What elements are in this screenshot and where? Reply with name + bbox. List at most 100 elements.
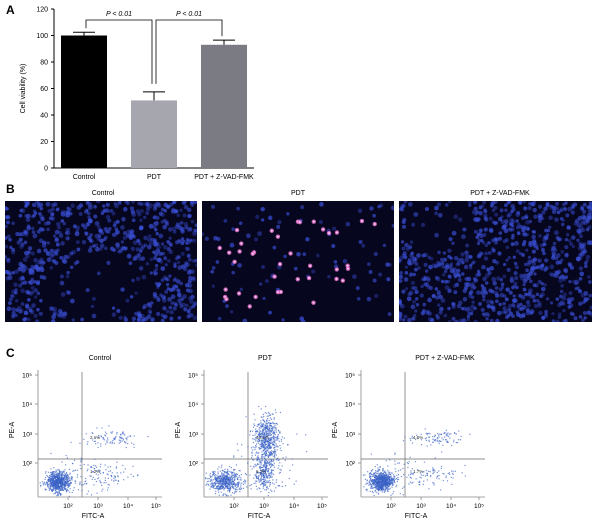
event-point [67,482,69,484]
nucleus-dot [494,286,499,290]
event-point [278,485,280,487]
event-point [382,483,384,485]
event-point [60,470,62,473]
event-point [285,456,287,458]
event-point [382,485,384,487]
event-point [273,460,275,462]
event-point [212,472,214,474]
nucleus-dot [458,217,463,222]
nucleus-dot [578,225,584,230]
nucleus-dot [454,319,459,322]
event-point [420,444,423,446]
nucleus-dot [130,209,136,215]
event-point [265,450,267,452]
event-point [274,442,276,444]
event-point [240,486,242,488]
nucleus-dot [476,253,482,259]
event-point [263,458,266,460]
event-point [123,471,125,473]
nucleus-dot [345,221,351,227]
event-point [229,475,231,477]
event-point [97,446,99,449]
nucleus-dot [97,234,102,239]
event-point [212,482,215,484]
event-point [266,426,268,428]
nucleus-dot [516,210,521,215]
event-point [384,471,387,473]
nucleus-dot [511,233,515,237]
nucleus-dot [535,292,540,297]
nucleus-dot [448,275,452,280]
fluorescence-image-pdt [202,201,394,322]
nucleus-dot [223,218,228,223]
nucleus-dot [439,257,444,262]
event-point [231,484,233,486]
nucleus-dot [508,290,513,295]
event-point [452,470,454,472]
nucleus-dot [443,257,448,262]
event-point [268,434,271,436]
event-point [130,473,132,475]
nucleus-dot [94,221,100,226]
event-point [412,472,414,474]
nucleus-dot [564,245,569,250]
event-point [440,465,443,468]
event-point [40,484,42,487]
event-point [269,466,272,469]
nucleus-dot [11,270,15,275]
nucleus-dot [489,266,494,271]
event-point [121,436,123,438]
event-point [268,431,270,433]
nucleus-dot [524,215,529,220]
nucleus-dot [447,201,452,204]
event-point [237,486,239,488]
nucleus-dot [30,277,35,282]
fluorescence-image-control [5,201,197,322]
event-point [53,486,55,489]
event-point [220,483,222,485]
event-point [236,478,238,480]
event-point [266,428,268,430]
nucleus-dot [507,308,512,312]
nucleus-dot [479,251,484,256]
event-point [61,483,63,485]
event-point [228,479,230,481]
flow-x-tick-label: 10⁴ [289,503,299,510]
event-point [59,483,62,485]
event-point [265,458,267,460]
event-point [273,490,275,492]
nucleus-dot [49,306,54,311]
nucleus-dot [5,224,8,229]
nucleus-dot [404,265,409,269]
event-point [389,487,391,490]
event-point [386,490,389,492]
nucleus-dot [502,239,507,244]
nucleus-dot [468,293,473,299]
event-point [395,486,397,488]
event-point [433,469,435,471]
event-point [460,435,462,438]
nucleus-dot [181,201,187,205]
event-point [261,447,263,449]
nucleus-dot [8,297,13,302]
nucleus-dot [557,237,562,242]
event-point [58,474,61,477]
nucleus-dot [568,279,572,284]
event-point [223,482,225,484]
nucleus-dot [42,275,47,280]
event-point [376,482,378,485]
nucleus-dot [111,306,116,310]
event-point [278,472,280,474]
event-point [379,485,381,487]
nucleus-dot [299,316,304,321]
event-point [225,482,227,484]
event-point [73,469,75,472]
event-point [218,494,220,496]
event-point [374,480,376,482]
event-point [254,434,256,436]
event-point [115,466,118,468]
event-point [261,443,263,445]
event-point [381,484,383,486]
event-point [58,491,60,493]
event-point [369,472,372,474]
